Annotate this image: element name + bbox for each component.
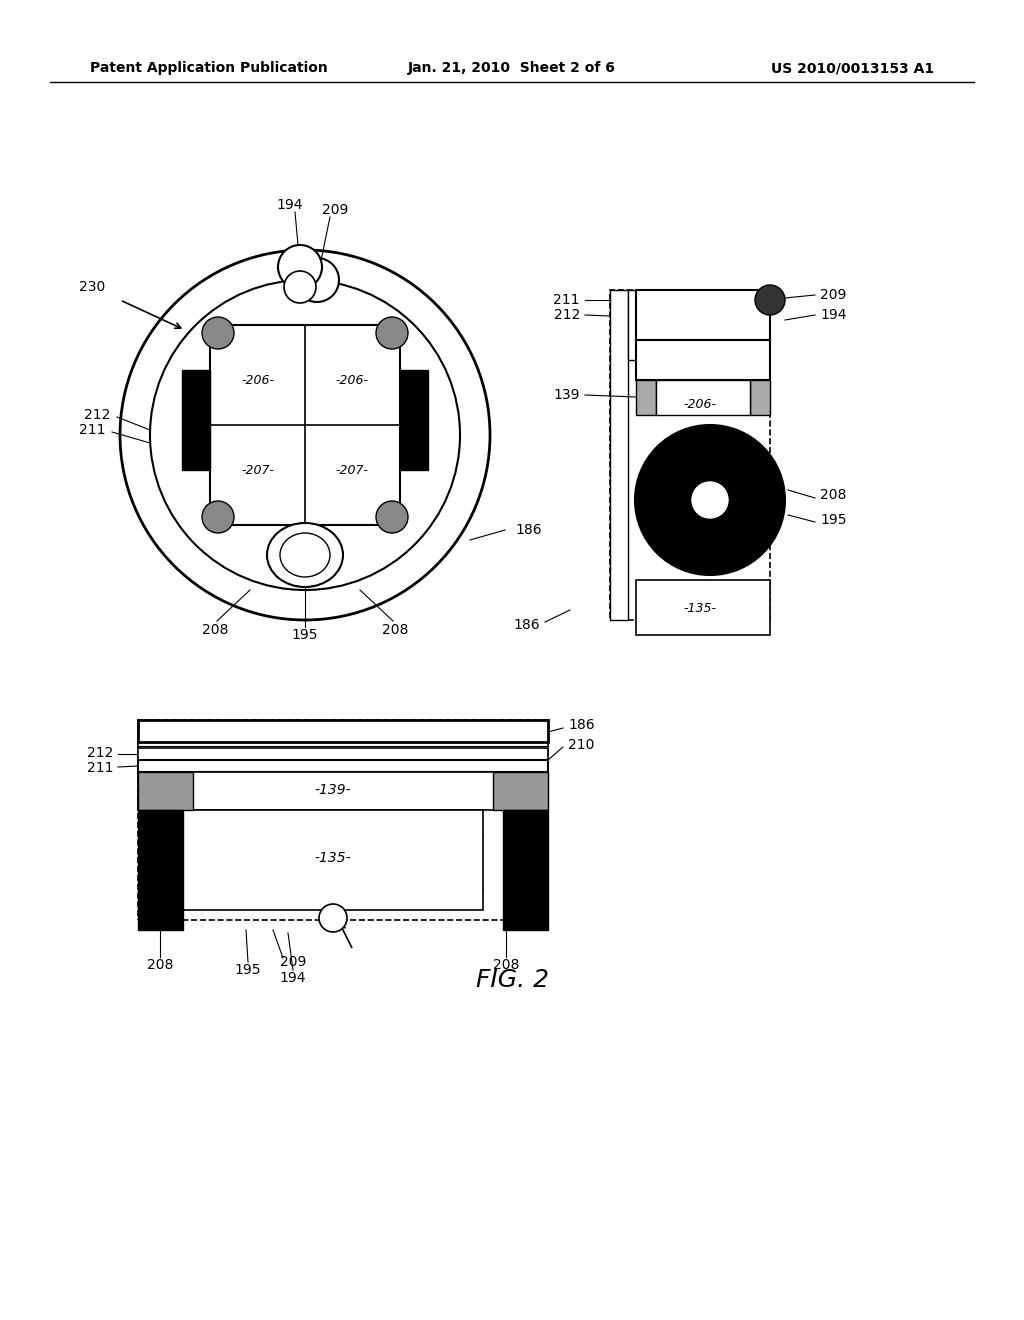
Bar [182,370,210,470]
Ellipse shape [635,425,785,576]
Ellipse shape [295,257,339,302]
Ellipse shape [278,246,322,289]
Text: Patent Application Publication: Patent Application Publication [90,61,328,75]
Text: 194: 194 [276,198,303,213]
Bar [138,748,548,760]
Text: -207-: -207- [336,463,369,477]
Text: 209: 209 [322,203,348,216]
Text: Jan. 21, 2010  Sheet 2 of 6: Jan. 21, 2010 Sheet 2 of 6 [408,61,616,75]
Bar [138,772,193,810]
Text: FIG. 2: FIG. 2 [475,968,549,993]
Bar [656,380,750,414]
Text: 194: 194 [280,972,306,985]
Text: 195: 195 [234,964,261,977]
Ellipse shape [120,249,490,620]
Ellipse shape [755,285,785,315]
Text: 230: 230 [79,280,105,294]
Bar [138,810,183,931]
Text: 211: 211 [86,762,113,775]
Ellipse shape [376,317,408,348]
Text: 208: 208 [382,623,409,638]
Bar [628,290,636,360]
Text: 186: 186 [515,523,542,537]
Text: 212: 212 [87,746,113,760]
Text: 208: 208 [820,488,847,502]
Bar [610,290,628,620]
Bar [636,579,770,635]
Bar [636,341,770,380]
Bar [636,290,770,341]
Text: 211: 211 [554,293,580,308]
Bar [183,810,483,909]
Text: 212: 212 [84,408,110,422]
Text: 209: 209 [280,954,306,969]
Text: 210: 210 [568,738,594,752]
Ellipse shape [267,523,343,587]
Ellipse shape [376,502,408,533]
Text: 186: 186 [513,618,540,632]
Bar [493,772,548,810]
Text: -206-: -206- [242,374,274,387]
Text: -139-: -139- [314,783,351,797]
Bar [210,325,400,525]
Bar [138,760,548,772]
Text: 186: 186 [568,718,595,733]
Ellipse shape [150,280,460,590]
Text: -135-: -135- [289,549,322,561]
Ellipse shape [280,533,330,577]
Ellipse shape [202,317,234,348]
Text: 139: 139 [554,388,580,403]
Ellipse shape [319,904,347,932]
Bar [610,290,770,620]
Text: 208: 208 [146,958,173,972]
Text: 208: 208 [202,623,228,638]
Text: 209: 209 [820,288,847,302]
Text: -135-: -135- [314,851,351,865]
Text: 208: 208 [493,958,519,972]
Bar [138,772,548,810]
Ellipse shape [284,271,316,304]
Bar [400,370,428,470]
Text: 194: 194 [820,308,847,322]
Bar [138,719,548,742]
Bar [138,719,548,920]
Text: US 2010/0013153 A1: US 2010/0013153 A1 [771,61,934,75]
Text: 211: 211 [79,422,105,437]
Text: -207-: -207- [242,463,274,477]
Bar [750,380,770,414]
Ellipse shape [202,502,234,533]
Text: 195: 195 [292,628,318,642]
Bar [503,810,548,931]
Text: -206-: -206- [683,399,717,412]
Text: 195: 195 [820,513,847,527]
Text: -135-: -135- [683,602,717,615]
Ellipse shape [692,482,728,517]
Text: 212: 212 [554,308,580,322]
Bar [636,380,656,414]
Text: -206-: -206- [336,374,369,387]
